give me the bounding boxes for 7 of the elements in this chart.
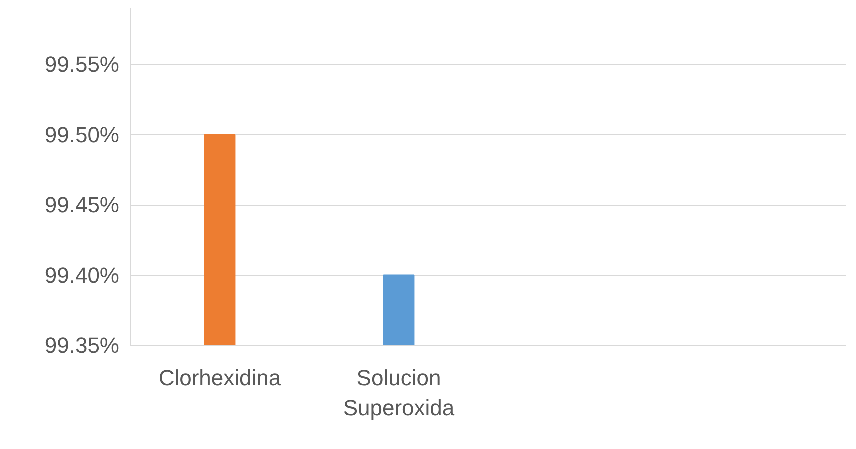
y-tick-label: 99.50%	[44, 122, 120, 148]
x-tick-label: Solucion Superoxida	[343, 366, 456, 420]
y-tick-label: 99.45%	[44, 192, 120, 218]
x-tick-label: Clorhexidina	[158, 366, 282, 390]
y-tick-label: 99.35%	[44, 333, 120, 358]
y-tick-label: 99.55%	[44, 52, 120, 78]
y-tick-label: 99.40%	[44, 262, 120, 288]
